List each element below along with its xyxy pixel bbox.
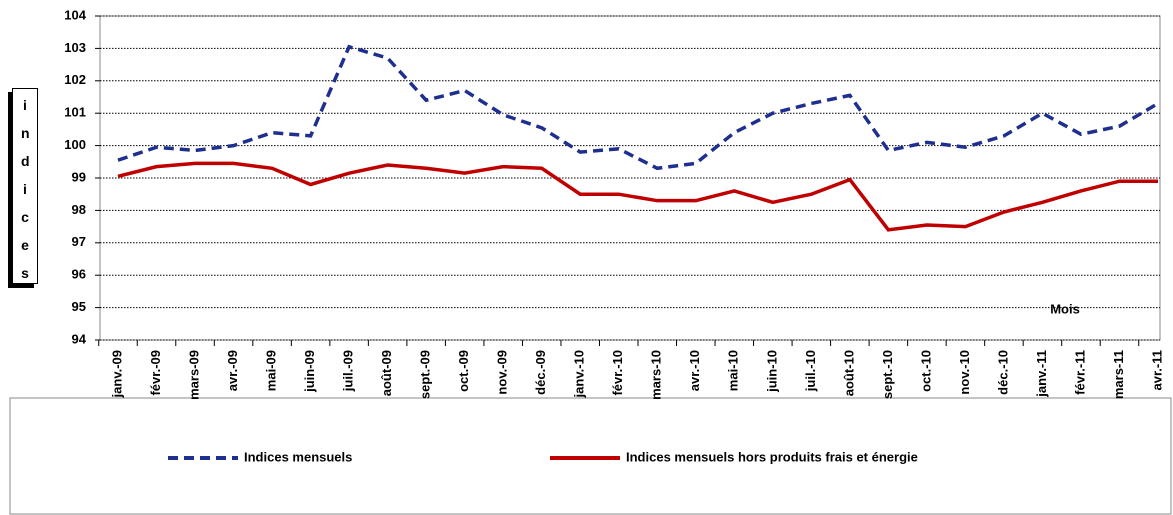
x-tick-label: oct.-09 xyxy=(456,350,471,392)
x-tick-label: nov.-09 xyxy=(495,350,510,395)
series-line xyxy=(117,44,1159,171)
x-tick-label: févr.-11 xyxy=(1072,350,1087,395)
x-tick-label: mars-10 xyxy=(649,350,664,400)
x-tick-label: févr.-09 xyxy=(148,350,163,396)
annotation: Mois xyxy=(1050,301,1080,316)
y-tick-label: 104 xyxy=(64,7,86,22)
x-tick-label: nov.-10 xyxy=(957,350,972,395)
y-tick-label: 98 xyxy=(72,202,86,217)
x-tick-label: août-09 xyxy=(379,350,394,396)
x-tick-label: janv.-09 xyxy=(109,350,124,398)
y-tick-label: 94 xyxy=(72,331,87,346)
x-tick-label: mai-10 xyxy=(726,350,741,391)
x-tick-label: févr.-10 xyxy=(610,350,625,396)
x-tick-label: mars-09 xyxy=(186,350,201,400)
x-tick-label: déc.-10 xyxy=(995,350,1010,395)
y-tick-label: 102 xyxy=(64,72,86,87)
x-tick-label: avr.-10 xyxy=(687,350,702,391)
x-tick-label: oct.-10 xyxy=(918,350,933,392)
x-tick-label: juin-09 xyxy=(302,350,317,393)
y-tick-label: 99 xyxy=(72,169,86,184)
x-tick-label: avr.-09 xyxy=(225,350,240,391)
x-tick-label: sept.-09 xyxy=(418,350,433,399)
x-tick-label: juil.-09 xyxy=(341,350,356,392)
legend-frame xyxy=(9,397,1172,515)
x-tick-label: déc.-09 xyxy=(533,350,548,395)
y-tick-label: 96 xyxy=(72,267,86,282)
x-tick-label: janv.-10 xyxy=(572,350,587,398)
x-tick-label: avr.-11 xyxy=(1149,350,1164,391)
y-tick-label: 101 xyxy=(64,105,86,120)
y-axis-title-text: indices xyxy=(21,97,30,281)
legend-label: Indices mensuels xyxy=(244,449,352,464)
x-tick-label: mars-11 xyxy=(1111,350,1126,399)
y-tick-label: 97 xyxy=(72,234,86,249)
y-tick-label: 103 xyxy=(64,40,86,55)
series-line xyxy=(117,161,1158,232)
legend-label: Indices mensuels hors produits frais et … xyxy=(626,449,918,464)
y-tick-label: 95 xyxy=(72,299,86,314)
y-tick-label: 100 xyxy=(64,137,86,152)
x-tick-label: juin-10 xyxy=(764,350,779,393)
x-tick-label: sept.-10 xyxy=(880,350,895,399)
x-tick-label: juil.-10 xyxy=(803,350,818,392)
y-axis-title: indices xyxy=(12,88,38,284)
x-tick-label: mai-09 xyxy=(264,350,279,391)
x-tick-label: janv.-11 xyxy=(1034,350,1049,398)
x-tick-label: août-10 xyxy=(841,350,856,396)
